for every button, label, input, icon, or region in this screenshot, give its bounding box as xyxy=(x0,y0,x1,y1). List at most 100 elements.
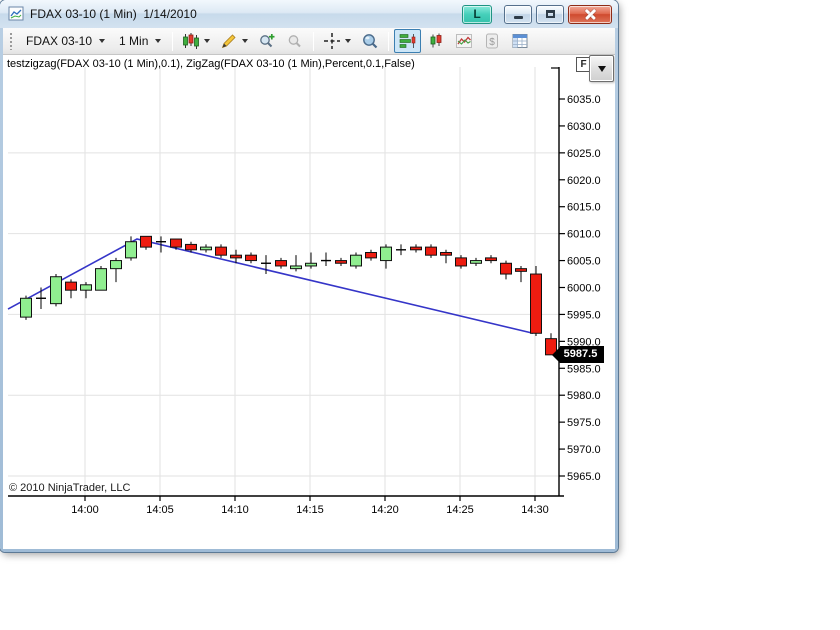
svg-text:6010.0: 6010.0 xyxy=(567,229,601,241)
svg-text:6025.0: 6025.0 xyxy=(567,148,601,160)
zoom-out-icon xyxy=(289,35,302,48)
candle xyxy=(485,255,497,264)
maximize-icon xyxy=(545,10,555,18)
candle xyxy=(50,274,62,307)
data-box-button[interactable] xyxy=(357,29,383,53)
chart-style-button[interactable] xyxy=(178,29,214,53)
candle xyxy=(95,265,107,291)
svg-text:5965.0: 5965.0 xyxy=(567,471,601,483)
data-box-icon xyxy=(363,34,378,49)
candle xyxy=(321,252,331,266)
svg-text:14:00: 14:00 xyxy=(71,504,99,516)
svg-text:14:20: 14:20 xyxy=(371,504,399,516)
svg-text:14:15: 14:15 xyxy=(296,504,324,516)
svg-text:6015.0: 6015.0 xyxy=(567,202,601,214)
candle xyxy=(515,265,527,283)
x-axis[interactable]: 14:00 14:05 14:10 14:15 14:20 14:25 14:30 xyxy=(8,495,564,516)
candlestick-series-icon xyxy=(430,33,442,48)
toolbar-separator xyxy=(172,31,174,51)
svg-text:5980.0: 5980.0 xyxy=(567,390,601,402)
candle xyxy=(290,255,302,272)
candle xyxy=(36,287,46,310)
last-price-marker: 5987.5 xyxy=(552,346,604,363)
svg-text:5990.0: 5990.0 xyxy=(567,336,601,348)
data-grid-icon xyxy=(512,34,528,48)
y-axis[interactable]: 6035.0 6030.0 6025.0 6020.0 6015.0 6010.0 6005… xyxy=(551,67,601,496)
candle xyxy=(350,252,362,269)
candle xyxy=(335,257,347,266)
close-button[interactable] xyxy=(568,4,612,24)
candle xyxy=(365,249,377,261)
crosshair-button[interactable] xyxy=(319,29,355,53)
candles xyxy=(20,235,557,356)
candle xyxy=(230,249,242,264)
minimize-icon xyxy=(513,15,523,19)
candle xyxy=(396,244,406,256)
candle xyxy=(200,244,212,253)
indicator-label: testzigzag(FDAX 03-10 (1 Min),0.1), ZigZ… xyxy=(7,58,415,70)
candle xyxy=(140,235,152,250)
data-grid-button[interactable] xyxy=(507,29,533,53)
close-icon xyxy=(584,8,596,20)
chart-window: FDAX 03-10 (1 Min) 1/14/2010 L FDAX 03-1… xyxy=(0,0,618,552)
candle xyxy=(530,265,542,336)
svg-text:6000.0: 6000.0 xyxy=(567,282,601,294)
candle xyxy=(380,244,392,269)
maximize-button[interactable] xyxy=(536,4,564,24)
candle xyxy=(500,260,512,280)
line-series-icon xyxy=(456,34,473,48)
svg-text:14:30: 14:30 xyxy=(521,504,549,516)
svg-text:14:10: 14:10 xyxy=(221,504,249,516)
price-marker-value: 5987.5 xyxy=(560,346,604,363)
interval-label: 1 Min xyxy=(119,34,149,48)
candle xyxy=(455,255,467,269)
title-bar[interactable]: FDAX 03-10 (1 Min) 1/14/2010 L xyxy=(0,0,618,28)
app-chart-icon xyxy=(8,6,24,21)
svg-text:14:25: 14:25 xyxy=(446,504,474,516)
candle xyxy=(425,244,437,258)
svg-text:5995.0: 5995.0 xyxy=(567,309,601,321)
candle xyxy=(170,238,182,250)
candle xyxy=(215,244,227,258)
candle xyxy=(125,236,137,261)
svg-text:6020.0: 6020.0 xyxy=(567,175,601,187)
scale-dropdown-button[interactable] xyxy=(589,55,614,82)
price-chart[interactable]: 6035.0 6030.0 6025.0 6020.0 6015.0 6010.0 6005… xyxy=(3,55,615,523)
toolbar-separator xyxy=(388,31,390,51)
candle xyxy=(410,244,422,253)
line-series-button[interactable] xyxy=(451,29,477,53)
candle xyxy=(156,236,166,253)
window-title: FDAX 03-10 (1 Min) 1/14/2010 xyxy=(30,7,197,21)
chart-panel-button[interactable] xyxy=(394,29,422,53)
price-marker-arrow-icon xyxy=(552,346,560,363)
dollar-button[interactable]: $ xyxy=(479,29,505,53)
dollar-icon: $ xyxy=(486,33,499,49)
candlestick-series-button[interactable] xyxy=(423,29,449,53)
zoom-out-button[interactable] xyxy=(282,29,308,53)
chevron-down-icon xyxy=(204,39,211,43)
toolbar-grip[interactable] xyxy=(9,32,14,50)
svg-text:5970.0: 5970.0 xyxy=(567,444,601,456)
chart-canvas[interactable]: testzigzag(FDAX 03-10 (1 Min),0.1), ZigZ… xyxy=(3,55,615,527)
candle xyxy=(275,257,287,269)
drawing-tools-button[interactable] xyxy=(216,29,252,53)
candle xyxy=(65,279,77,299)
price-link-button[interactable]: L xyxy=(462,4,492,24)
chevron-down-icon xyxy=(99,39,106,43)
candle xyxy=(470,257,482,266)
instrument-label: FDAX 03-10 xyxy=(26,34,93,48)
zoom-in-button[interactable] xyxy=(254,29,280,53)
chart-style-icon xyxy=(183,33,200,49)
candle xyxy=(80,282,92,299)
svg-text:14:05: 14:05 xyxy=(146,504,174,516)
candle xyxy=(110,257,122,283)
instrument-selector[interactable]: FDAX 03-10 xyxy=(20,32,111,50)
svg-text:6005.0: 6005.0 xyxy=(567,256,601,268)
interval-selector[interactable]: 1 Min xyxy=(113,32,167,50)
chevron-down-icon xyxy=(597,65,606,72)
toolbar-separator xyxy=(313,31,315,51)
minimize-button[interactable] xyxy=(504,4,532,24)
candle xyxy=(20,295,32,320)
chevron-down-icon xyxy=(155,39,162,43)
candle xyxy=(440,249,452,264)
